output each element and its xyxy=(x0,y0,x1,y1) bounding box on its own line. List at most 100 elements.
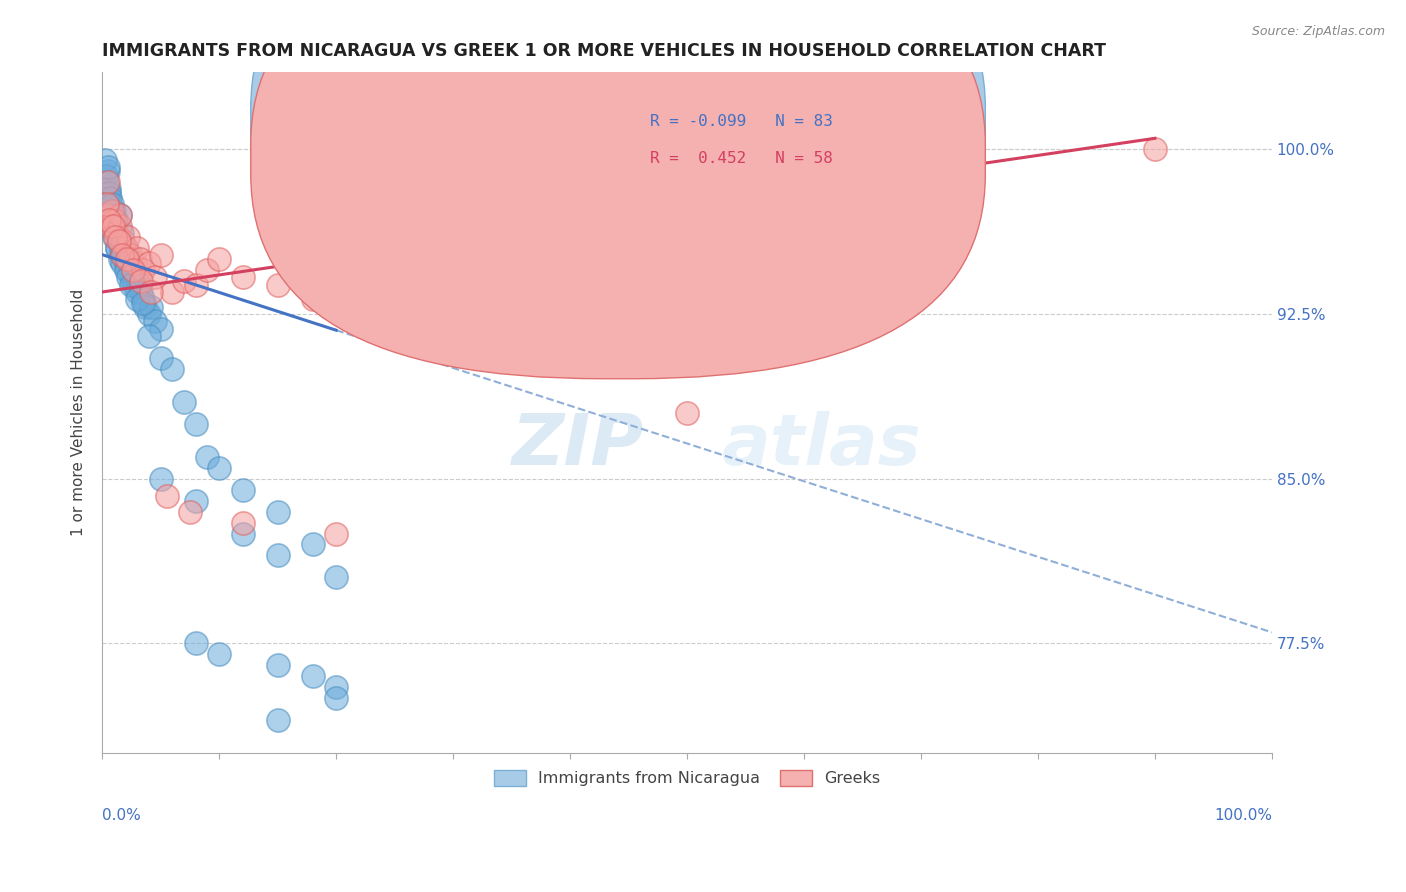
Point xyxy=(101,212,124,227)
Point xyxy=(97,191,120,205)
Point xyxy=(98,212,121,227)
Point xyxy=(117,269,139,284)
Point xyxy=(197,263,219,277)
Point xyxy=(232,269,254,284)
Point xyxy=(98,182,121,196)
Text: IMMIGRANTS FROM NICARAGUA VS GREEK 1 OR MORE VEHICLES IN HOUSEHOLD CORRELATION C: IMMIGRANTS FROM NICARAGUA VS GREEK 1 OR … xyxy=(103,42,1107,60)
Point xyxy=(184,417,207,431)
Point xyxy=(149,472,172,486)
Point xyxy=(112,241,135,255)
Point xyxy=(124,269,146,284)
Point xyxy=(114,241,136,255)
Point xyxy=(108,219,131,234)
Point xyxy=(96,197,118,211)
Point xyxy=(266,658,288,673)
Point xyxy=(266,713,288,727)
Point xyxy=(132,292,155,306)
Text: Source: ZipAtlas.com: Source: ZipAtlas.com xyxy=(1251,25,1385,38)
Point xyxy=(118,256,141,270)
Point xyxy=(132,296,155,310)
Point xyxy=(127,292,149,306)
Point xyxy=(266,278,288,293)
Point xyxy=(94,208,117,222)
Point xyxy=(98,186,121,201)
FancyBboxPatch shape xyxy=(250,0,986,379)
Point xyxy=(149,351,172,365)
Point xyxy=(127,285,149,299)
Point xyxy=(105,226,128,240)
Point xyxy=(1143,142,1166,156)
Point xyxy=(100,197,122,211)
Point xyxy=(162,285,184,299)
Point xyxy=(108,252,131,266)
Text: 100.0%: 100.0% xyxy=(1213,808,1272,823)
Point xyxy=(141,301,163,315)
Point xyxy=(208,252,231,266)
Point xyxy=(208,460,231,475)
Point xyxy=(162,362,184,376)
Point xyxy=(301,537,323,551)
Point xyxy=(676,406,699,420)
Point xyxy=(325,680,347,694)
Point xyxy=(115,252,138,266)
Point xyxy=(100,219,122,234)
Point xyxy=(111,248,134,262)
Point xyxy=(184,493,207,508)
Point xyxy=(115,263,138,277)
Point xyxy=(184,636,207,650)
Point xyxy=(103,203,125,218)
Point xyxy=(232,483,254,497)
Point xyxy=(96,197,118,211)
Point xyxy=(121,263,143,277)
Point xyxy=(107,241,129,255)
Point xyxy=(124,256,146,270)
Point xyxy=(197,450,219,464)
Point xyxy=(117,230,139,244)
Point xyxy=(108,235,131,249)
Point xyxy=(97,160,120,174)
Point xyxy=(107,230,129,244)
Point xyxy=(266,505,288,519)
Point xyxy=(107,235,129,249)
Point xyxy=(173,274,195,288)
Point xyxy=(127,274,149,288)
Point xyxy=(100,191,122,205)
Point xyxy=(100,208,122,222)
Point xyxy=(138,329,160,343)
Point xyxy=(104,230,127,244)
Point xyxy=(122,278,145,293)
Point xyxy=(127,241,149,255)
Point xyxy=(208,648,231,662)
Point xyxy=(104,212,127,227)
Text: ZIP: ZIP xyxy=(512,411,644,480)
Point xyxy=(120,269,142,284)
Point xyxy=(121,263,143,277)
Text: R = -0.099   N = 83: R = -0.099 N = 83 xyxy=(650,114,832,129)
Point xyxy=(97,164,120,178)
Point xyxy=(128,278,150,293)
Point xyxy=(143,269,166,284)
Point xyxy=(110,248,132,262)
Point xyxy=(120,278,142,293)
Point xyxy=(184,278,207,293)
Point xyxy=(107,241,129,255)
Text: atlas: atlas xyxy=(723,411,922,480)
Point xyxy=(155,489,177,503)
Point xyxy=(149,322,172,336)
Point xyxy=(120,248,142,262)
Y-axis label: 1 or more Vehicles in Household: 1 or more Vehicles in Household xyxy=(72,289,86,536)
Point xyxy=(97,175,120,189)
Point xyxy=(149,248,172,262)
Point xyxy=(232,526,254,541)
Point xyxy=(104,219,127,234)
Point xyxy=(325,570,347,584)
Point xyxy=(134,301,156,315)
Point xyxy=(173,394,195,409)
Point xyxy=(325,691,347,706)
Point xyxy=(108,208,131,222)
Point xyxy=(94,186,117,201)
Point xyxy=(100,203,122,218)
Point xyxy=(179,505,201,519)
Point xyxy=(141,285,163,299)
FancyBboxPatch shape xyxy=(250,0,986,343)
